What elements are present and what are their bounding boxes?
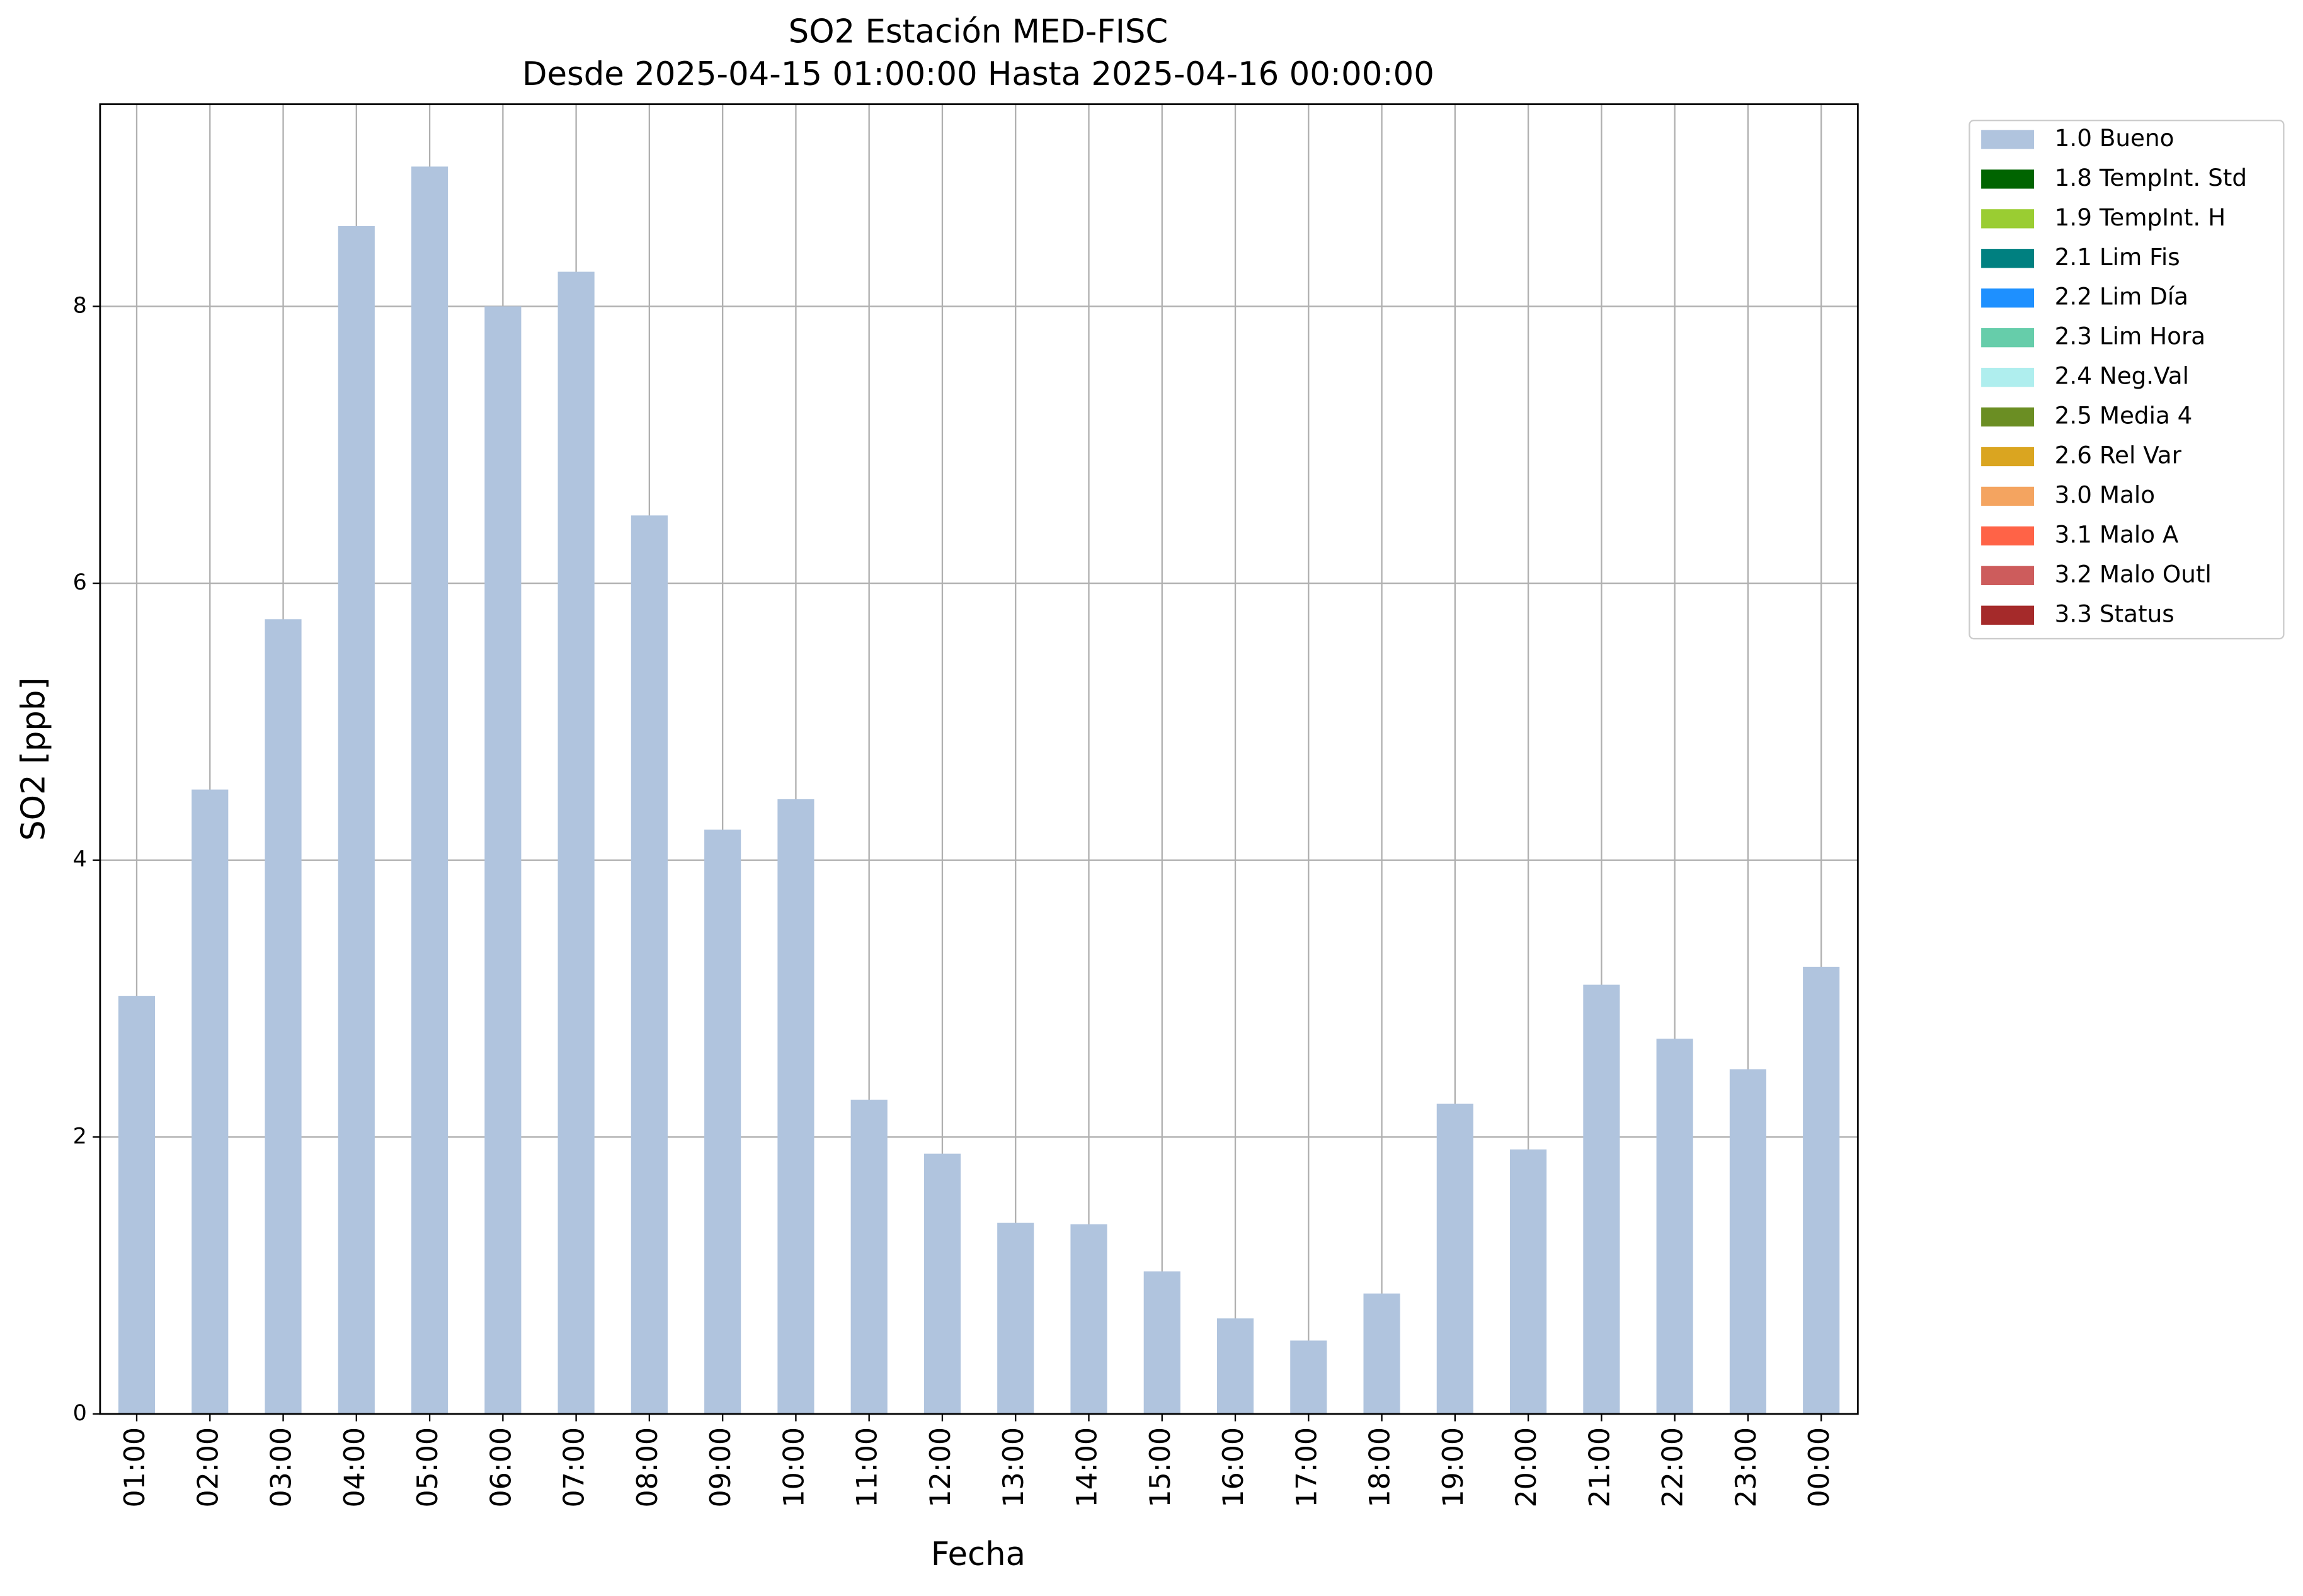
bar — [118, 996, 156, 1414]
bar — [631, 515, 668, 1414]
legend: 1.0 Bueno 1.8 TempInt. Std 1.9 TempInt. H 2… — [1981, 124, 2247, 627]
x-tick-label: 22:00 — [1657, 1427, 1689, 1508]
x-tick-label: 00:00 — [1803, 1427, 1836, 1508]
plot-frame — [99, 103, 1859, 1415]
legend-swatch — [1981, 328, 2035, 348]
bars — [118, 166, 1840, 1414]
legend-label: 2.5 Media 4 — [2055, 402, 2193, 430]
legend-swatch — [1981, 526, 2035, 546]
x-tick-label: 13:00 — [998, 1427, 1030, 1508]
legend-swatch — [1981, 486, 2035, 506]
legend-label: 1.9 TempInt. H — [2055, 203, 2226, 231]
bar — [411, 166, 449, 1414]
x-tick-label: 11:00 — [852, 1427, 884, 1508]
x-tick-label: 10:00 — [778, 1427, 810, 1508]
bar — [1656, 1039, 1693, 1414]
x-tick-label: 18:00 — [1364, 1427, 1397, 1508]
x-tick-label: 03:00 — [266, 1427, 298, 1508]
bar — [484, 306, 522, 1414]
x-tick-label: 15:00 — [1145, 1427, 1177, 1508]
legend-swatch — [1981, 249, 2035, 268]
legend-swatch — [1981, 566, 2035, 585]
bar — [1216, 1318, 1254, 1414]
x-tick-label: 21:00 — [1584, 1427, 1616, 1508]
legend-swatch — [1981, 367, 2035, 387]
x-tick-label: 05:00 — [412, 1427, 444, 1508]
bar — [1070, 1224, 1107, 1414]
x-tick-label: 07:00 — [559, 1427, 591, 1508]
legend-box — [1969, 119, 2285, 640]
legend-label: 2.6 Rel Var — [2055, 441, 2182, 469]
y-tick-label: 4 — [73, 847, 87, 872]
legend-label: 3.1 Malo A — [2055, 520, 2179, 548]
x-tick-label: 02:00 — [192, 1427, 224, 1508]
x-tick-label: 19:00 — [1437, 1427, 1470, 1508]
legend-label: 3.2 Malo Outl — [2055, 560, 2212, 588]
x-tick-label: 17:00 — [1291, 1427, 1323, 1508]
x-tick-label: 04:00 — [339, 1427, 371, 1508]
x-tick-label: 08:00 — [632, 1427, 664, 1508]
chart-subtitle: Desde 2025-04-15 01:00:00 Hasta 2025-04-… — [522, 55, 1434, 93]
y-axis-label: SO2 [ppb] — [14, 678, 52, 841]
bar — [1143, 1271, 1180, 1414]
legend-label: 2.4 Neg.Val — [2055, 362, 2189, 390]
legend-label: 1.0 Bueno — [2055, 124, 2174, 152]
legend-label: 2.3 Lim Hora — [2055, 322, 2205, 350]
x-tick-label: 20:00 — [1511, 1427, 1543, 1508]
x-tick-label: 23:00 — [1730, 1427, 1763, 1508]
bar — [704, 829, 741, 1414]
x-tick-label: 01:00 — [119, 1427, 151, 1508]
legend-swatch — [1981, 169, 2035, 189]
legend-swatch — [1981, 605, 2035, 625]
legend-label: 2.1 Lim Fis — [2055, 243, 2180, 271]
y-tick-label: 0 — [73, 1401, 87, 1426]
bar — [923, 1153, 961, 1414]
x-tick-label: 09:00 — [705, 1427, 737, 1508]
bar — [777, 799, 814, 1414]
x-axis-label: Fecha — [931, 1536, 1026, 1573]
bar — [557, 271, 595, 1414]
y-tick-label: 6 — [73, 570, 87, 595]
legend-swatch — [1981, 209, 2035, 229]
legend-swatch — [1981, 407, 2035, 427]
x-tick-label: 12:00 — [925, 1427, 957, 1508]
bar — [1436, 1103, 1473, 1414]
bar — [265, 619, 302, 1414]
legend-swatch — [1981, 130, 2035, 149]
bar — [1510, 1149, 1547, 1414]
bar — [338, 225, 375, 1414]
x-tick-label: 14:00 — [1071, 1427, 1103, 1508]
bar — [1363, 1293, 1400, 1414]
x-tick-label: 06:00 — [485, 1427, 517, 1508]
bar — [1290, 1340, 1327, 1414]
legend-label: 1.8 TempInt. Std — [2055, 164, 2247, 191]
bar — [191, 789, 229, 1414]
bar — [850, 1099, 888, 1414]
bar — [1583, 984, 1620, 1414]
bar — [1729, 1069, 1766, 1414]
legend-label: 3.3 Status — [2055, 600, 2174, 627]
axes: 0 2 4 6 8 01:00 02:00 03:00 04:00 05:00 06:00 07:00… — [73, 293, 1836, 1507]
legend-swatch — [1981, 288, 2035, 308]
y-tick-label: 8 — [73, 293, 87, 318]
legend-label: 2.2 Lim Día — [2055, 283, 2188, 311]
legend-swatch — [1981, 447, 2035, 467]
bar — [997, 1223, 1034, 1414]
y-tick-label: 2 — [73, 1124, 87, 1149]
legend-label: 3.0 Malo — [2055, 481, 2155, 508]
chart-title: SO2 Estación MED-FISC — [789, 13, 1169, 51]
x-tick-label: 16:00 — [1218, 1427, 1250, 1508]
bar — [1803, 966, 1840, 1414]
